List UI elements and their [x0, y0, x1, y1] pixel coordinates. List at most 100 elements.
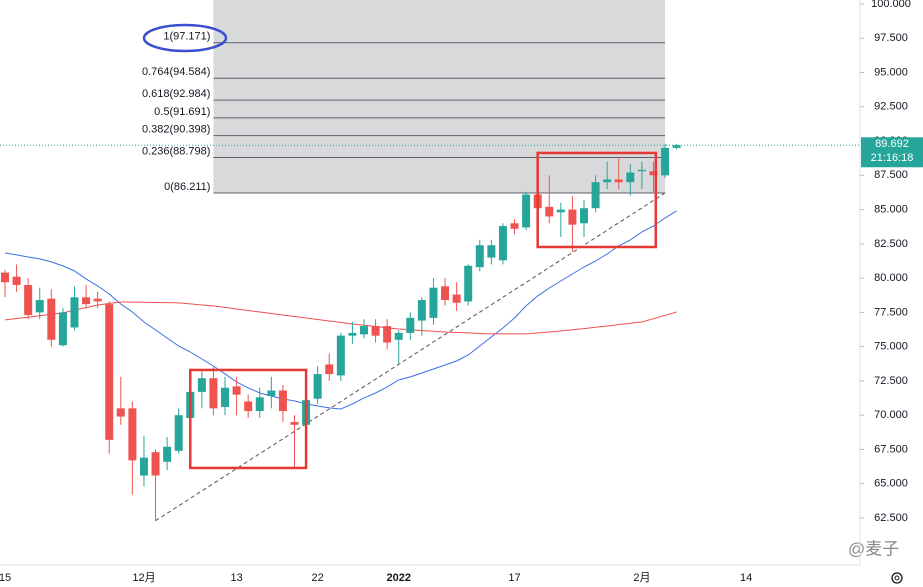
candle-body [498, 226, 507, 261]
y-tick-label: 87.500 [874, 169, 908, 181]
candle-body [116, 408, 125, 417]
price-tag-value: 89.692 [875, 138, 909, 150]
candle-body [556, 209, 565, 213]
candle-body [591, 182, 600, 209]
x-tick-label: 12月 [132, 572, 155, 584]
x-tick-label: 2月 [633, 572, 650, 584]
y-tick-label: 92.500 [874, 101, 908, 113]
y-tick-label: 67.500 [874, 443, 908, 455]
candle-body [197, 378, 206, 392]
candle-body [371, 326, 380, 336]
candle-body [47, 298, 56, 340]
candle-body [417, 300, 426, 321]
candle-body [221, 387, 230, 407]
fib-label: 1(97.171) [163, 31, 210, 43]
candle-body [1, 272, 9, 283]
x-tick-label: 14 [740, 572, 752, 584]
candle-body [209, 378, 218, 409]
candle-body [278, 390, 287, 412]
x-tick-label: 2022 [386, 572, 410, 584]
candle-body [406, 317, 415, 333]
x-tick-label: 17 [508, 572, 520, 584]
candle-body [163, 446, 172, 462]
candle-body [255, 397, 264, 412]
highlight-ellipse [142, 23, 228, 53]
candle-body [24, 284, 33, 316]
candle-body [174, 415, 183, 451]
candle-body [464, 265, 473, 302]
candle-body [661, 147, 670, 176]
candle-body [475, 245, 484, 268]
y-tick-label: 82.500 [874, 238, 908, 250]
candle-body [267, 390, 276, 396]
candle-body [325, 364, 334, 375]
y-tick-label: 75.000 [874, 341, 908, 353]
candle-body [82, 297, 91, 305]
highlight-box [189, 368, 308, 470]
fib-label: 0.382(90.398) [142, 123, 211, 135]
moving-average [4, 210, 677, 410]
price-tag [861, 137, 923, 168]
candle-body [128, 408, 137, 461]
candle-body [580, 208, 588, 224]
candle-body [290, 422, 299, 425]
candle-body [429, 287, 438, 318]
candle-body [12, 276, 21, 285]
gear[interactable] [891, 572, 903, 584]
highlight-box [536, 151, 658, 249]
candle-body [568, 209, 577, 225]
fib-label: 0.618(92.984) [142, 88, 211, 100]
candle-body [603, 179, 612, 183]
candle-body [93, 298, 102, 302]
fib-label: 0.764(94.584) [142, 66, 211, 78]
candle-body [58, 312, 67, 346]
candle-body [348, 332, 357, 336]
candle-body [359, 326, 368, 335]
moving-average [4, 301, 677, 335]
x-tick-label: 13 [230, 572, 242, 584]
candle-body [70, 297, 79, 328]
y-tick-label: 100.000 [871, 0, 911, 10]
y-tick-label: 77.500 [874, 306, 908, 318]
watermark: @麦子 [848, 539, 899, 558]
fib-label: 0.236(88.798) [142, 145, 211, 157]
candle-body [522, 194, 531, 228]
candle-body [452, 294, 461, 303]
trendline [155, 192, 666, 522]
candle-body [510, 223, 519, 229]
settings-icon[interactable] [891, 572, 903, 584]
candle-body [105, 304, 114, 440]
gear-hub[interactable] [894, 575, 900, 581]
y-tick-label: 72.500 [874, 375, 908, 387]
fib-label: 0(86.211) [164, 181, 210, 193]
y-tick-label: 80.000 [874, 272, 908, 284]
y-tick-label: 95.000 [874, 66, 908, 78]
candle-body [649, 171, 658, 176]
y-tick-label: 62.500 [874, 512, 908, 524]
candle-body [151, 452, 160, 476]
candle-body [545, 206, 554, 217]
candle-body [614, 179, 623, 183]
candle-body [35, 300, 44, 313]
y-tick-label: 70.000 [874, 409, 908, 421]
fib-area [213, 0, 666, 193]
candle-body [336, 335, 345, 376]
candle-body [394, 332, 403, 340]
candle-body [441, 286, 450, 301]
fib-label: 0.5(91.691) [154, 106, 210, 118]
y-tick-label: 65.000 [874, 478, 908, 490]
candle-body [487, 245, 496, 258]
candle-body [313, 374, 322, 399]
candle-body [244, 401, 253, 412]
y-tick-label: 85.000 [874, 203, 908, 215]
y-tick-label: 97.500 [874, 32, 908, 44]
price-tag-countdown: 21:16:18 [871, 152, 914, 164]
candle-body [232, 386, 241, 395]
x-tick-label: 22 [312, 572, 324, 584]
candle-body [637, 169, 646, 172]
candle-body [672, 145, 681, 148]
candle-body [383, 326, 392, 343]
candle-body [139, 457, 148, 476]
candle-body [626, 172, 635, 183]
